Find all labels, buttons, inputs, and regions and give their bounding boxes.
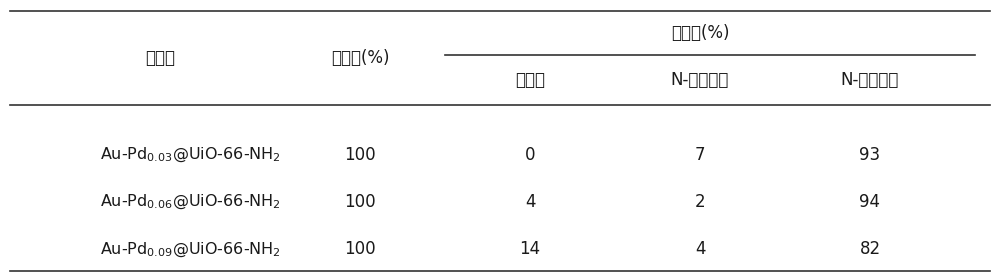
Text: 2: 2 bbox=[695, 193, 705, 211]
Text: 转化率(%): 转化率(%) bbox=[331, 49, 389, 67]
Text: 14: 14 bbox=[519, 240, 541, 258]
Text: 93: 93 bbox=[859, 146, 881, 164]
Text: 催化剂: 催化剂 bbox=[145, 49, 175, 67]
Text: Au-Pd$_{0.03}$@UiO-66-NH$_2$: Au-Pd$_{0.03}$@UiO-66-NH$_2$ bbox=[100, 146, 280, 164]
Text: N-苄基苯胺: N-苄基苯胺 bbox=[841, 71, 899, 89]
Text: 7: 7 bbox=[695, 146, 705, 164]
Text: 94: 94 bbox=[860, 193, 881, 211]
Text: 82: 82 bbox=[859, 240, 881, 258]
Text: Au-Pd$_{0.06}$@UiO-66-NH$_2$: Au-Pd$_{0.06}$@UiO-66-NH$_2$ bbox=[100, 193, 280, 211]
Text: 100: 100 bbox=[344, 146, 376, 164]
Text: 选择性(%): 选择性(%) bbox=[671, 24, 729, 42]
Text: 100: 100 bbox=[344, 193, 376, 211]
Text: N-苄叉苯胺: N-苄叉苯胺 bbox=[671, 71, 729, 89]
Text: 苯甲醇: 苯甲醇 bbox=[515, 71, 545, 89]
Text: 4: 4 bbox=[695, 240, 705, 258]
Text: Au-Pd$_{0.09}$@UiO-66-NH$_2$: Au-Pd$_{0.09}$@UiO-66-NH$_2$ bbox=[100, 240, 280, 258]
Text: 0: 0 bbox=[525, 146, 535, 164]
Text: 4: 4 bbox=[525, 193, 535, 211]
Text: 100: 100 bbox=[344, 240, 376, 258]
